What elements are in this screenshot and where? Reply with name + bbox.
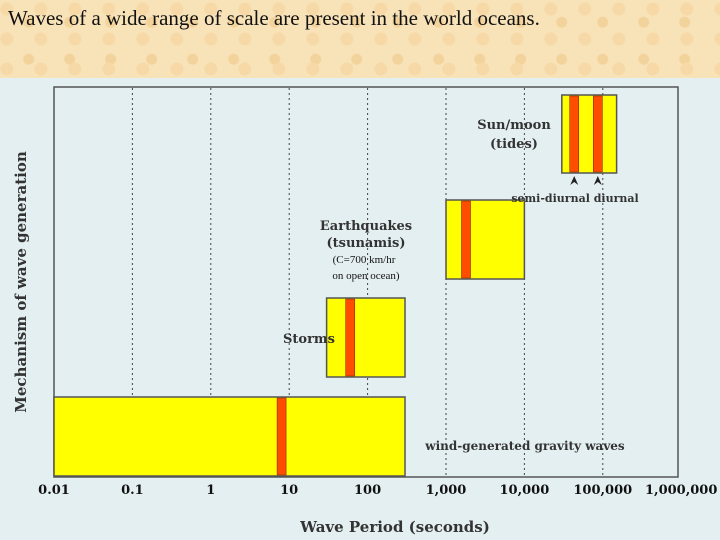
mechanism-box (445, 199, 526, 280)
x-tick-label: 0.1 (121, 483, 144, 498)
peak-band (345, 298, 356, 377)
peak-band (593, 95, 603, 173)
earthquakes-label-line2: (tsunamis) (327, 236, 406, 251)
tsunami-speed-line1: (C=700 km/hr (333, 254, 396, 266)
tsunami-speed-line2: on open ocean) (332, 270, 400, 282)
peak-band (569, 95, 580, 173)
x-tick-label: 10 (280, 483, 298, 498)
arrow-icon (570, 176, 579, 185)
tides-label-line1: Sun/moon (477, 118, 551, 133)
peak-band (276, 397, 287, 476)
arrow-icon (593, 176, 602, 185)
mechanism-box (325, 297, 406, 378)
chart-area: 0.01 0.1 1 10 100 1,000 10,000 100,000 1,000,000… (0, 78, 720, 540)
slide-title: Waves of a wide range of scale are prese… (8, 6, 540, 30)
y-axis-label: Mechanism of wave generation (12, 151, 30, 413)
x-tick-label: 1,000,000 (645, 483, 717, 498)
x-tick-label: 100 (354, 483, 381, 498)
tidal-arrows (570, 176, 602, 185)
tides-label-line2: (tides) (490, 137, 538, 152)
x-tick-label: 100,000 (573, 483, 632, 498)
title-band (0, 0, 720, 78)
x-tick-label: 1,000 (426, 483, 467, 498)
wind-waves-label: wind-generated gravity waves (424, 439, 625, 453)
peak-band (461, 200, 471, 279)
x-tick-label: 10,000 (500, 483, 550, 498)
x-tick-label: 0.01 (38, 483, 70, 498)
tidal-arrows-label: semi-diurnal diurnal (511, 192, 638, 205)
wave-period-chart: 0.01 0.1 1 10 100 1,000 10,000 100,000 1,000,000… (12, 86, 717, 536)
earthquakes-label-line1: Earthquakes (320, 219, 412, 234)
mechanism-boxes (53, 94, 618, 477)
mechanism-box (53, 396, 406, 477)
x-tick-label: 1 (206, 483, 215, 498)
x-tick-labels: 0.01 0.1 1 10 100 1,000 10,000 100,000 1,000,000 (38, 483, 717, 498)
storms-label: Storms (283, 332, 335, 347)
x-axis-label: Wave Period (seconds) (299, 518, 490, 536)
